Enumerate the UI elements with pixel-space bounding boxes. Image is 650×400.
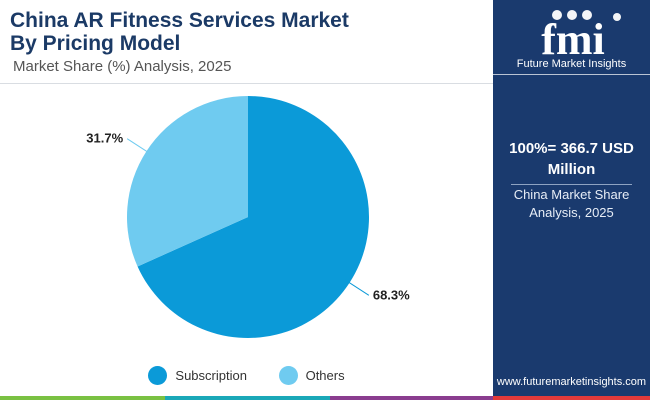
legend-swatch-others: [278, 366, 298, 385]
website-url[interactable]: www.futuremarketinsights.com: [496, 376, 647, 388]
fmi-logo: fmi: [541, 10, 621, 58]
legend-item-others[interactable]: Others: [278, 366, 345, 385]
logo-wordmark: fmi: [541, 15, 605, 58]
chart-title-line-1: China AR Fitness Services Market: [10, 9, 349, 32]
bottom-bar-segment-red: [493, 396, 650, 400]
market-total-line-1: 100%= 366.7 USD: [509, 140, 634, 157]
sidebar-caption-line-1: China Market Share: [513, 187, 630, 202]
pie-chart: 68.3% 31.7%: [86, 96, 410, 338]
subtitle-divider: [0, 83, 493, 84]
bottom-bar-segment-teal: [165, 396, 330, 400]
leader-line-others: [126, 138, 151, 155]
legend-label-others: Others: [305, 368, 345, 383]
market-total: 100%= 366.7 USD Million: [499, 138, 644, 180]
pie-slice-subscription[interactable]: [137, 96, 369, 338]
chart-subtitle: Market Share (%) Analysis, 2025: [13, 58, 232, 75]
legend-swatch-subscription: [148, 366, 168, 385]
leader-line-subscription: [345, 279, 370, 296]
pie-slice-others[interactable]: [127, 96, 248, 267]
info-sidebar: fmi Future Market Insights 100%= 366.7 U…: [493, 0, 650, 396]
bottom-bar-segment-green: [0, 396, 165, 400]
total-divider: [511, 184, 632, 185]
sidebar-divider: [493, 74, 650, 75]
market-total-line-2: Million: [547, 161, 596, 178]
sidebar-caption: China Market Share Analysis, 2025: [499, 186, 644, 222]
bottom-color-bar: [0, 396, 650, 400]
legend-item-subscription[interactable]: Subscription: [148, 366, 247, 385]
chart-legend: Subscription Others: [0, 366, 493, 388]
legend-label-subscription: Subscription: [175, 368, 247, 383]
chart-title-line-2: By Pricing Model: [10, 32, 181, 55]
chart-title: China AR Fitness Services Market By Pric…: [10, 9, 349, 55]
sidebar-caption-line-2: Analysis, 2025: [529, 205, 614, 220]
data-label-subscription: 68.3%: [373, 287, 410, 302]
data-label-others: 31.7%: [86, 131, 123, 146]
bottom-bar-segment-purple: [330, 396, 493, 400]
brand-name: Future Market Insights: [516, 58, 627, 70]
